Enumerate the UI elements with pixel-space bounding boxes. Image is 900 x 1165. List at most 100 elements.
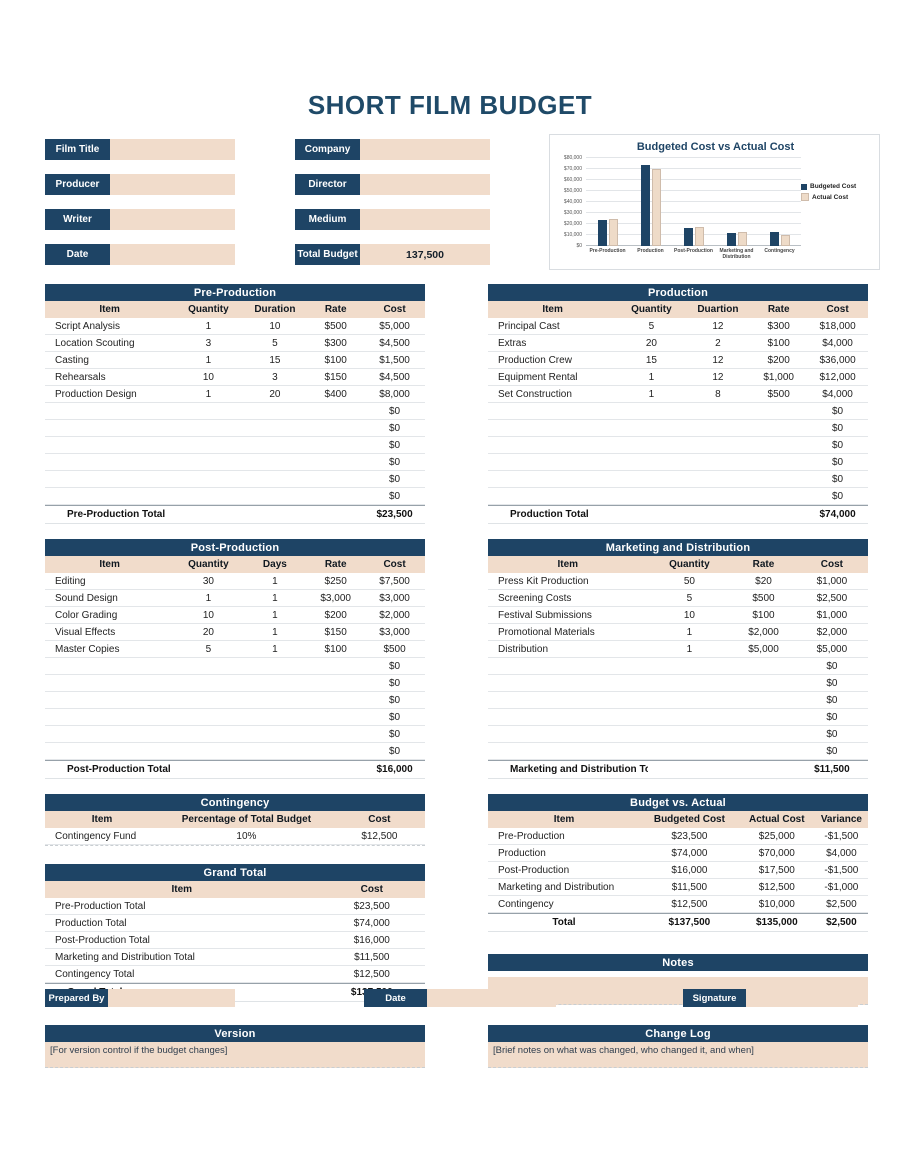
cell[interactable]: 1 [648, 371, 655, 383]
cell[interactable]: $0 [826, 745, 838, 757]
cell[interactable]: $0 [389, 745, 401, 757]
cell[interactable]: Distribution [498, 643, 549, 655]
cell[interactable]: $5,000 [748, 643, 779, 655]
cell[interactable]: $300 [324, 337, 347, 349]
cell[interactable]: 15 [269, 354, 281, 366]
cell[interactable]: $0 [832, 490, 844, 502]
cell[interactable]: 1 [272, 609, 278, 621]
cell[interactable]: $2,000 [748, 626, 779, 638]
cell[interactable]: 1 [272, 643, 278, 655]
cell[interactable]: $12,000 [819, 371, 856, 383]
cell[interactable]: $0 [832, 439, 844, 451]
cell[interactable]: $100 [752, 609, 775, 621]
cell[interactable]: $2,500 [816, 592, 848, 604]
cell[interactable]: 20 [645, 337, 657, 349]
cell[interactable]: Contingency Fund [55, 830, 137, 842]
cell[interactable]: 10 [202, 371, 214, 383]
cell[interactable]: $0 [832, 473, 844, 485]
director-field[interactable] [360, 174, 490, 195]
cell[interactable]: $0 [826, 677, 838, 689]
cell[interactable]: $0 [389, 728, 401, 740]
cell[interactable]: 1 [205, 592, 212, 604]
cell[interactable]: 1 [272, 626, 278, 638]
cell[interactable]: $100 [767, 337, 790, 349]
cell[interactable]: Color Grading [55, 609, 118, 621]
cell[interactable]: $18,000 [819, 320, 856, 332]
cell[interactable]: Festival Submissions [498, 609, 592, 621]
cell[interactable]: $0 [389, 694, 401, 706]
cell[interactable]: Master Copies [55, 643, 120, 655]
cell[interactable]: $0 [389, 490, 401, 502]
cell[interactable]: 1 [686, 626, 693, 638]
cell[interactable]: $5,000 [379, 320, 410, 332]
cell[interactable]: $0 [389, 711, 401, 723]
cell[interactable]: $0 [832, 456, 844, 468]
cell[interactable]: $100 [324, 643, 347, 655]
cell[interactable]: $200 [767, 354, 790, 366]
cell[interactable]: 3 [272, 371, 278, 383]
cell[interactable]: Promotional Materials [498, 626, 595, 638]
cell[interactable]: $300 [767, 320, 790, 332]
cell[interactable]: 8 [715, 388, 721, 400]
cell[interactable]: $1,000 [816, 575, 848, 587]
cell[interactable]: 5 [272, 337, 278, 349]
cell[interactable]: $4,000 [822, 388, 853, 400]
cell[interactable]: $250 [324, 575, 347, 587]
cell[interactable]: 12 [712, 320, 724, 332]
cell[interactable]: Equipment Rental [498, 371, 578, 383]
cell[interactable]: 1 [686, 643, 693, 655]
cell[interactable]: $0 [389, 405, 401, 417]
cell[interactable]: Editing [55, 575, 86, 587]
cell[interactable]: Location Scouting [55, 337, 135, 349]
cell[interactable]: 5 [205, 643, 212, 655]
cell[interactable]: $0 [826, 728, 838, 740]
cell[interactable]: $8,000 [379, 388, 410, 400]
cell[interactable]: 12 [712, 354, 724, 366]
cell[interactable]: 1 [272, 575, 278, 587]
cell[interactable]: $500 [767, 388, 790, 400]
cell[interactable]: $4,000 [822, 337, 853, 349]
cell[interactable]: 10 [269, 320, 281, 332]
cell[interactable]: $0 [826, 660, 838, 672]
change-log-input-area[interactable]: [Brief notes on what was changed, who ch… [488, 1042, 868, 1068]
cell[interactable]: Screening Costs [498, 592, 572, 604]
cell[interactable]: $0 [389, 439, 401, 451]
cell[interactable]: $500 [383, 643, 406, 655]
cell[interactable]: $2,000 [379, 609, 410, 621]
total-budget-field[interactable]: 137,500 [360, 244, 490, 265]
prepared-by-field[interactable] [108, 989, 235, 1007]
cell[interactable]: 50 [683, 575, 695, 587]
cell[interactable]: $500 [752, 592, 775, 604]
cell[interactable]: $7,500 [379, 575, 410, 587]
cell[interactable]: Set Construction [498, 388, 572, 400]
cell[interactable]: Extras [498, 337, 527, 349]
cell[interactable]: $4,500 [379, 337, 410, 349]
cell[interactable]: Principal Cast [498, 320, 560, 332]
film-title-field[interactable] [110, 139, 235, 160]
date-field[interactable] [427, 989, 556, 1007]
cell[interactable]: 1 [205, 320, 212, 332]
cell[interactable]: 1 [648, 388, 655, 400]
cell[interactable]: $0 [832, 422, 844, 434]
cell[interactable]: $0 [389, 422, 401, 434]
cell[interactable]: 5 [686, 592, 693, 604]
cell[interactable]: $3,000 [320, 592, 351, 604]
cell[interactable]: 3 [205, 337, 212, 349]
cell[interactable]: $100 [324, 354, 347, 366]
company-field[interactable] [360, 139, 490, 160]
cell[interactable]: $3,000 [379, 626, 410, 638]
cell[interactable]: Production Design [55, 388, 137, 400]
cell[interactable]: $3,000 [379, 592, 410, 604]
cell[interactable]: $1,500 [379, 354, 410, 366]
cell[interactable]: 10 [202, 609, 214, 621]
producer-field[interactable] [110, 174, 235, 195]
cell[interactable]: $2,000 [816, 626, 848, 638]
cell[interactable]: $12,500 [361, 830, 398, 842]
cell[interactable]: 20 [269, 388, 281, 400]
cell[interactable]: $0 [826, 694, 838, 706]
cell[interactable]: 1 [272, 592, 278, 604]
cell[interactable]: $0 [832, 405, 844, 417]
cell[interactable]: Script Analysis [55, 320, 121, 332]
cell[interactable]: 5 [648, 320, 655, 332]
cell[interactable]: 10% [236, 830, 257, 842]
